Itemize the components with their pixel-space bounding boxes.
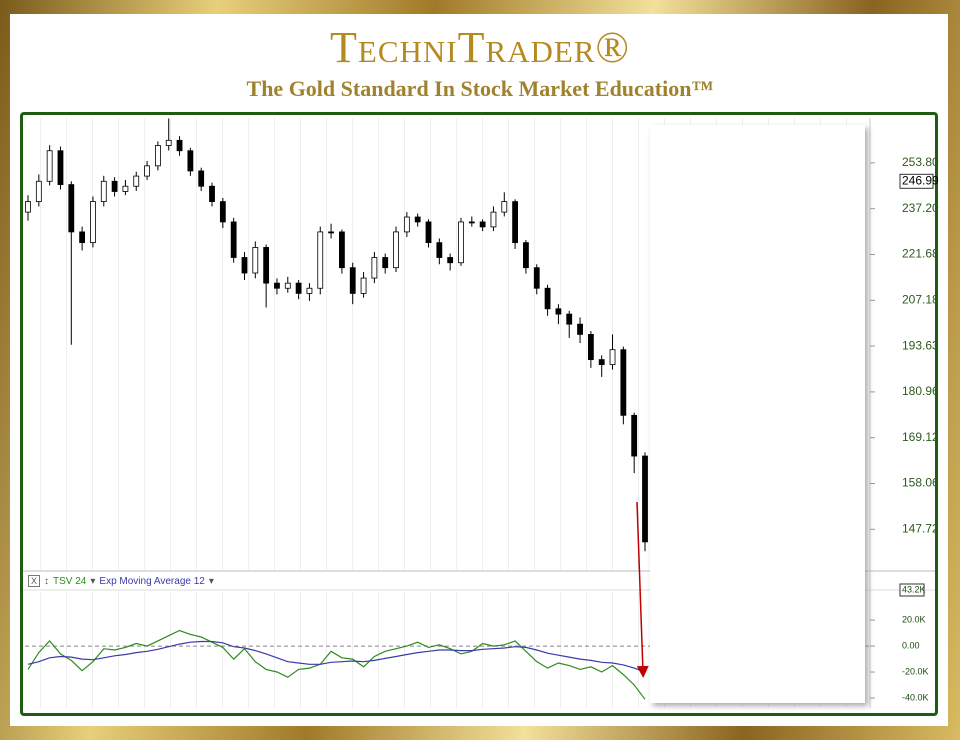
candle-body <box>598 359 605 366</box>
candle-body <box>587 334 594 361</box>
candle-body <box>274 282 280 289</box>
candle-body <box>468 221 475 224</box>
y-tick-label: 158.06 <box>902 476 939 490</box>
candle-body <box>501 201 508 213</box>
candle-body <box>458 221 464 264</box>
y-tick-label: 20.0K <box>902 614 926 624</box>
candle-body <box>642 455 648 543</box>
y-tick-label: 147.72 <box>902 521 939 535</box>
candle-body <box>555 308 562 315</box>
legend-entry[interactable]: TSV 24 <box>53 575 87 587</box>
candle-body <box>133 175 140 187</box>
y-tick-label: 0.00 <box>902 640 920 650</box>
candle-body <box>328 231 334 234</box>
candle-body <box>566 313 573 325</box>
y-tick-label: 207.18 <box>902 292 939 306</box>
y-tick-label: 237.20 <box>902 201 939 215</box>
y-tick-label: 253.80 <box>902 155 939 169</box>
candle-body <box>306 287 313 294</box>
overlay-panel <box>650 125 865 703</box>
candle-body <box>533 267 540 289</box>
candle-body <box>230 221 237 258</box>
y-tick-label: -20.0K <box>902 666 929 676</box>
candle-body <box>371 257 378 279</box>
candle-body <box>447 257 454 264</box>
y-tick-label: -40.0K <box>902 692 929 702</box>
value-marker-box <box>899 583 925 597</box>
candle-body <box>209 185 215 202</box>
indicator-line <box>27 629 646 700</box>
candle-body <box>577 323 583 335</box>
brand-title: TechniTrader® <box>330 23 630 72</box>
legend-entry[interactable]: Exp Moving Average 12 <box>99 575 205 587</box>
candle-body <box>609 349 616 366</box>
candle-body <box>620 349 627 416</box>
candle-body <box>544 287 551 310</box>
candle-body <box>284 282 291 289</box>
candle-body <box>25 201 31 213</box>
candle-body <box>263 247 270 284</box>
indicator-line <box>27 640 646 673</box>
y-tick-label: 180.96 <box>902 384 939 398</box>
candle-body <box>198 170 205 187</box>
candle-body <box>403 216 410 233</box>
candle-body <box>68 184 75 233</box>
candle-body <box>122 185 129 192</box>
move-icon: ↕ <box>44 575 50 587</box>
candle-body <box>46 150 53 182</box>
candle-body <box>382 257 389 269</box>
candle-body <box>57 150 64 185</box>
last-value-box <box>899 173 934 189</box>
candle-body <box>436 242 443 258</box>
last-value-label: 246.99 <box>902 173 939 187</box>
candle-body <box>360 277 367 294</box>
candle-body <box>165 139 172 146</box>
annotation-arrow <box>636 501 649 678</box>
candle-body <box>349 267 356 294</box>
candle-body <box>490 211 497 228</box>
candle-body <box>479 221 486 228</box>
candle-body <box>176 139 183 152</box>
candle-body <box>425 221 432 244</box>
candle-body <box>219 201 226 223</box>
candle-body <box>35 180 42 202</box>
candle-body <box>90 201 96 244</box>
brand-subtitle: The Gold Standard In Stock Market Educat… <box>246 76 714 101</box>
indicator-legend: X ↕ TSV 24 ▾ Exp Moving Average 12 ▾ <box>28 575 214 587</box>
y-tick-label: 193.63 <box>902 338 939 352</box>
y-tick-label: 221.68 <box>902 247 939 261</box>
candle-body <box>241 257 248 274</box>
candle-body <box>523 242 529 269</box>
candle-body <box>144 165 150 177</box>
candle-body <box>111 180 118 192</box>
dropdown-icon[interactable]: ▾ <box>90 575 96 587</box>
y-tick-label: 169.12 <box>902 430 939 444</box>
candle-body <box>154 145 161 167</box>
candle-body <box>414 216 421 223</box>
candle-body <box>339 231 345 269</box>
candle-body <box>295 282 302 294</box>
candle-body <box>631 414 638 457</box>
candle-body <box>100 180 107 202</box>
candle-body <box>187 150 194 172</box>
value-marker-label: 43.2K <box>902 584 926 594</box>
dropdown-icon[interactable]: ▾ <box>208 575 214 587</box>
candle-body <box>79 231 86 244</box>
close-icon[interactable]: X <box>28 575 41 587</box>
candle-body <box>317 231 324 289</box>
candle-body <box>393 231 399 269</box>
candle-body <box>252 247 259 274</box>
candle-body <box>512 201 519 244</box>
